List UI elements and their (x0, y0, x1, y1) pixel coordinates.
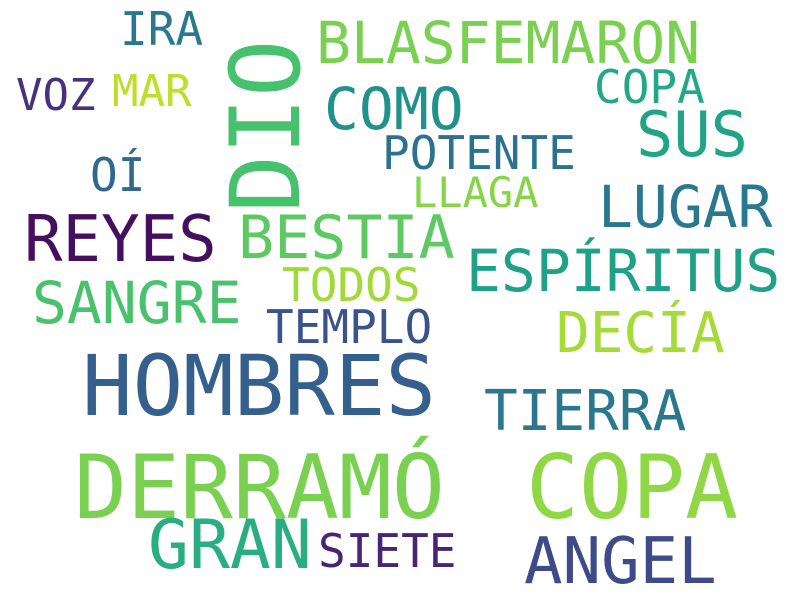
word-oi: OÍ (90, 148, 146, 202)
word-sus: SUS (636, 98, 748, 171)
word-hombres: HOMBRES (82, 337, 437, 435)
word-sangre: SANGRE (32, 269, 242, 337)
word-mar: MAR (112, 66, 192, 117)
word-ira: IRA (120, 2, 204, 56)
word-copa-small: COPA (594, 60, 705, 114)
word-espiritus: ESPÍRITUS (466, 237, 781, 305)
word-blasfemaron: BLASFEMARON (316, 9, 701, 77)
word-siete: SIETE (318, 524, 457, 578)
word-como: COMO (324, 75, 464, 143)
word-reyes: REYES (24, 203, 217, 277)
word-todos: TODOS (282, 258, 421, 312)
word-angel: ANGEL (524, 525, 717, 599)
word-potente: POTENTE (382, 126, 576, 180)
word-lugar: LUGAR (598, 173, 773, 241)
word-templo: TEMPLO (266, 300, 433, 354)
word-llaga: LLAGA (412, 168, 539, 217)
word-tierra: TIERRA (484, 379, 687, 444)
word-voz: VOZ (16, 70, 96, 121)
word-gran: GRAN (148, 506, 312, 585)
word-dio: DIO (210, 39, 322, 213)
word-derramo: DERRAMÓ (74, 436, 445, 539)
word-copa-big: COPA (526, 436, 738, 539)
word-decia: DECÍA (556, 301, 725, 366)
word-bestia: BESTIA (238, 203, 455, 273)
